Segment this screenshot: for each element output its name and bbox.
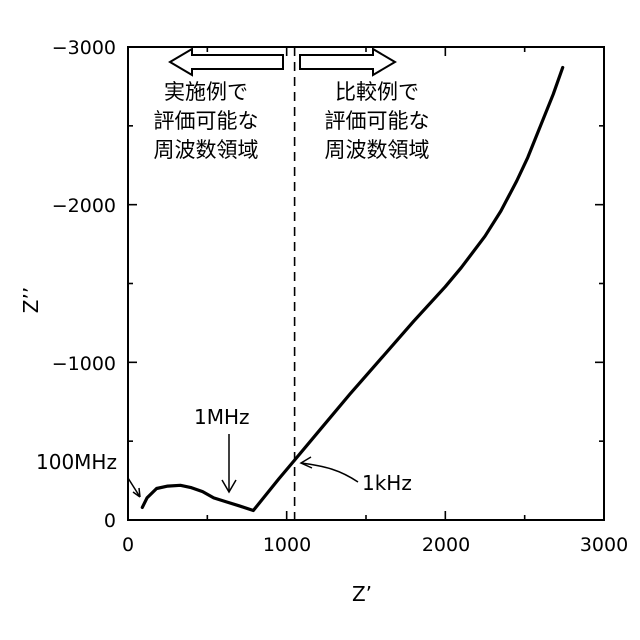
annotation-label-1mhz: 1MHz <box>194 405 250 429</box>
annotation-label-1khz: 1kHz <box>362 471 412 495</box>
annotation-arrowhead-1khz <box>301 457 312 468</box>
y-tick-label-3000: −3000 <box>52 37 116 59</box>
annotation-arrow-1khz <box>301 463 358 482</box>
y-tick-label-0: 0 <box>104 510 116 532</box>
x-tick-label-2000: 2000 <box>422 534 470 556</box>
left-region-arrow <box>170 49 283 75</box>
left-region-line-2: 評価可能な <box>154 109 259 133</box>
right-region-arrow <box>300 49 395 75</box>
left-region-line-3: 周波数領域 <box>154 138 259 162</box>
y-tick-label-1000: −1000 <box>52 353 116 375</box>
x-axis-title: Z’ <box>352 582 372 606</box>
x-tick-label-3000: 3000 <box>580 534 628 556</box>
series-line <box>142 68 562 511</box>
right-region-line-2: 評価可能な <box>325 109 430 133</box>
annotation-arrow-100mhz <box>128 478 140 497</box>
right-region-line-3: 周波数領域 <box>325 138 430 162</box>
x-tick-label-1000: 1000 <box>263 534 311 556</box>
x-tick-label-0: 0 <box>122 534 134 556</box>
annotation-label-100mhz: 100MHz <box>36 450 117 474</box>
y-axis-title: Z’’ <box>19 287 43 313</box>
left-region-line-1: 実施例で <box>164 80 248 104</box>
y-tick-label-2000: −2000 <box>52 195 116 217</box>
right-region-line-1: 比較例で <box>335 80 419 104</box>
